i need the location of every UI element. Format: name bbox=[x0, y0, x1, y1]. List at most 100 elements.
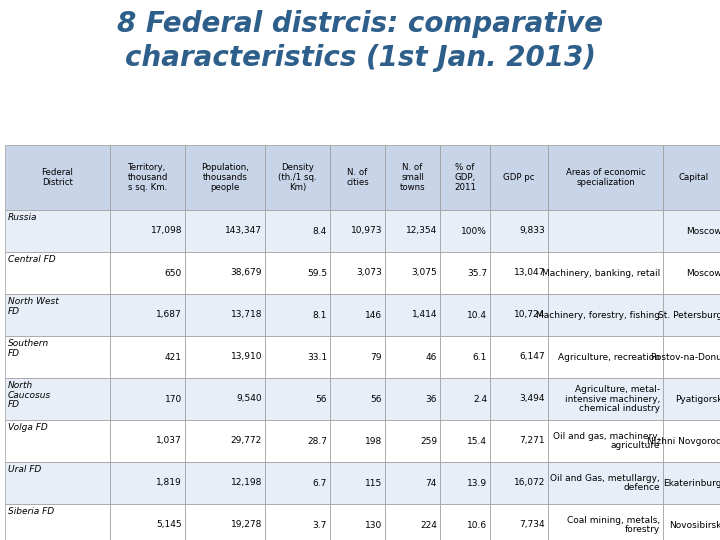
Text: 1,037: 1,037 bbox=[156, 436, 182, 446]
Text: Central FD: Central FD bbox=[8, 255, 55, 264]
Text: Population,
thousands
people: Population, thousands people bbox=[201, 163, 249, 192]
Bar bbox=[185, 336, 265, 378]
Text: 3,494: 3,494 bbox=[520, 395, 545, 403]
Bar bbox=[265, 504, 330, 540]
Bar bbox=[110, 145, 185, 210]
Bar bbox=[440, 504, 490, 540]
Bar bbox=[548, 462, 663, 504]
Text: 12,354: 12,354 bbox=[406, 226, 437, 235]
Text: 13,718: 13,718 bbox=[230, 310, 262, 320]
Bar bbox=[385, 210, 440, 252]
Text: 56: 56 bbox=[315, 395, 327, 403]
Text: 12,198: 12,198 bbox=[230, 478, 262, 488]
Text: 17,098: 17,098 bbox=[150, 226, 182, 235]
Text: 3,075: 3,075 bbox=[411, 268, 437, 278]
Text: Rostov-na-Donu: Rostov-na-Donu bbox=[650, 353, 720, 361]
Bar bbox=[440, 336, 490, 378]
Bar bbox=[265, 336, 330, 378]
Text: 28.7: 28.7 bbox=[307, 436, 327, 446]
Bar bbox=[265, 378, 330, 420]
Text: 6.1: 6.1 bbox=[472, 353, 487, 361]
Bar bbox=[265, 145, 330, 210]
Bar bbox=[663, 294, 720, 336]
Text: Moscow: Moscow bbox=[686, 268, 720, 278]
Bar bbox=[490, 378, 548, 420]
Text: 143,347: 143,347 bbox=[225, 226, 262, 235]
Bar bbox=[385, 145, 440, 210]
Text: 29,772: 29,772 bbox=[230, 436, 262, 446]
Text: 9,833: 9,833 bbox=[519, 226, 545, 235]
Bar bbox=[490, 210, 548, 252]
Text: 74: 74 bbox=[426, 478, 437, 488]
Text: 1,414: 1,414 bbox=[412, 310, 437, 320]
Text: 8 Federal distrcis: comparative
characteristics (1st Jan. 2013): 8 Federal distrcis: comparative characte… bbox=[117, 10, 603, 71]
Bar bbox=[548, 420, 663, 462]
Text: Oil and Gas, metullargy,
defence: Oil and Gas, metullargy, defence bbox=[550, 474, 660, 492]
Text: 13,910: 13,910 bbox=[230, 353, 262, 361]
Text: Novosibirsk: Novosibirsk bbox=[670, 521, 720, 530]
Bar bbox=[663, 252, 720, 294]
Bar bbox=[440, 420, 490, 462]
Bar bbox=[663, 504, 720, 540]
Text: 650: 650 bbox=[165, 268, 182, 278]
Text: N. of
small
towns: N. of small towns bbox=[400, 163, 426, 192]
Bar bbox=[440, 145, 490, 210]
Text: Southern
FD: Southern FD bbox=[8, 339, 49, 357]
Bar bbox=[5, 420, 110, 462]
Text: North West
FD: North West FD bbox=[8, 297, 59, 316]
Bar bbox=[185, 252, 265, 294]
Text: Nizhni Novgorod: Nizhni Novgorod bbox=[647, 436, 720, 446]
Bar bbox=[548, 378, 663, 420]
Text: 59.5: 59.5 bbox=[307, 268, 327, 278]
Text: N. of
cities: N. of cities bbox=[346, 168, 369, 187]
Bar bbox=[490, 145, 548, 210]
Bar bbox=[385, 420, 440, 462]
Text: 38,679: 38,679 bbox=[230, 268, 262, 278]
Bar bbox=[548, 210, 663, 252]
Text: 421: 421 bbox=[165, 353, 182, 361]
Text: Density
(th./1 sq.
Km): Density (th./1 sq. Km) bbox=[278, 163, 317, 192]
Bar bbox=[490, 504, 548, 540]
Bar bbox=[663, 145, 720, 210]
Bar bbox=[110, 420, 185, 462]
Bar bbox=[110, 210, 185, 252]
Text: St. Petersburg: St. Petersburg bbox=[658, 310, 720, 320]
Bar bbox=[490, 252, 548, 294]
Text: 10,973: 10,973 bbox=[351, 226, 382, 235]
Bar bbox=[548, 294, 663, 336]
Text: Areas of economic
specialization: Areas of economic specialization bbox=[566, 168, 645, 187]
Bar bbox=[330, 294, 385, 336]
Text: 46: 46 bbox=[426, 353, 437, 361]
Bar bbox=[330, 336, 385, 378]
Bar bbox=[385, 378, 440, 420]
Bar bbox=[110, 504, 185, 540]
Text: 259: 259 bbox=[420, 436, 437, 446]
Bar bbox=[330, 462, 385, 504]
Text: 224: 224 bbox=[420, 521, 437, 530]
Text: 1,819: 1,819 bbox=[156, 478, 182, 488]
Bar bbox=[185, 378, 265, 420]
Text: Russia: Russia bbox=[8, 213, 37, 222]
Text: Ural FD: Ural FD bbox=[8, 465, 41, 474]
Text: Oil and gas, machinery,
agriculture: Oil and gas, machinery, agriculture bbox=[553, 431, 660, 450]
Text: 6,147: 6,147 bbox=[519, 353, 545, 361]
Bar bbox=[110, 462, 185, 504]
Bar bbox=[185, 462, 265, 504]
Bar bbox=[490, 294, 548, 336]
Text: 8.4: 8.4 bbox=[312, 226, 327, 235]
Bar bbox=[110, 294, 185, 336]
Bar bbox=[330, 210, 385, 252]
Bar bbox=[440, 294, 490, 336]
Text: Volga FD: Volga FD bbox=[8, 423, 48, 432]
Bar bbox=[440, 462, 490, 504]
Bar bbox=[385, 336, 440, 378]
Text: 170: 170 bbox=[165, 395, 182, 403]
Bar bbox=[548, 252, 663, 294]
Bar bbox=[265, 252, 330, 294]
Bar bbox=[490, 336, 548, 378]
Bar bbox=[548, 504, 663, 540]
Text: 33.1: 33.1 bbox=[307, 353, 327, 361]
Text: Federal
District: Federal District bbox=[42, 168, 73, 187]
Text: 7,271: 7,271 bbox=[519, 436, 545, 446]
Text: 3.7: 3.7 bbox=[312, 521, 327, 530]
